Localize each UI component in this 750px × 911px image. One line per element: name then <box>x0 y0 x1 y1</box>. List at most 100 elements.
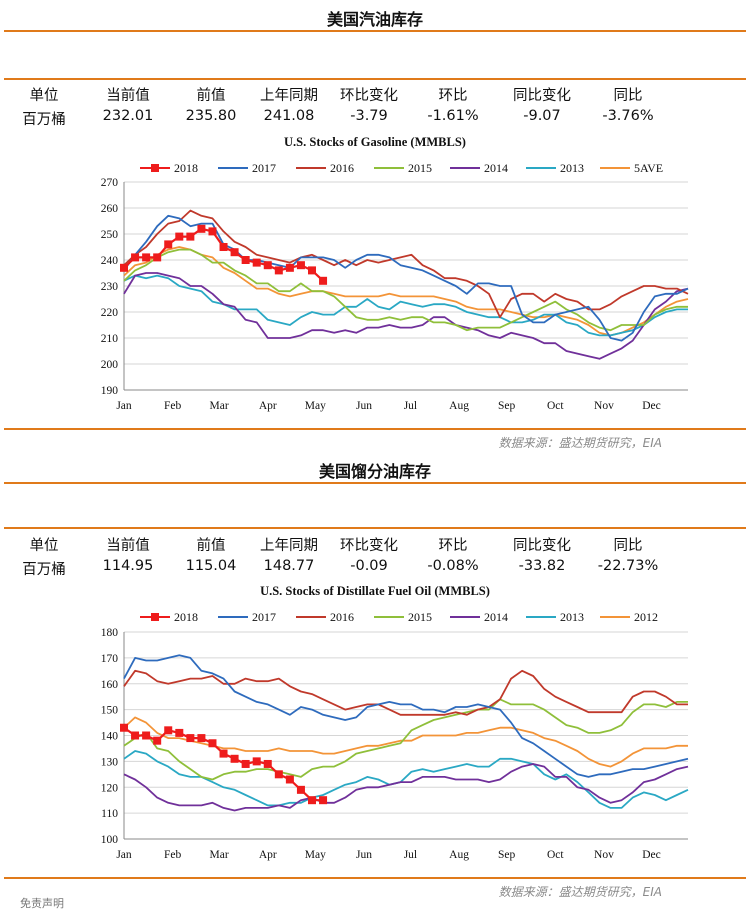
x-tick-label: Jun <box>356 849 372 861</box>
series-line-2014 <box>123 763 689 812</box>
data-point-2018 <box>175 232 184 241</box>
x-tick-label: Sep <box>498 400 516 412</box>
x-tick-label: Nov <box>594 849 614 861</box>
legend-item: 5AVE <box>600 161 663 175</box>
x-tick-label: Mar <box>210 849 229 861</box>
data-point-2018 <box>142 731 151 740</box>
data-point-2018 <box>263 261 272 270</box>
data-point-2018 <box>263 759 272 768</box>
chart-title-gasoline: U.S. Stocks of Gasoline (MMBLS) <box>284 135 466 149</box>
header-wow-change: 环比变化 <box>340 538 398 554</box>
data-point-2018 <box>153 253 162 262</box>
legend-item: 2014 <box>450 161 508 175</box>
data-point-2018 <box>308 796 316 805</box>
table-top-rule <box>4 527 746 529</box>
series-line-2016 <box>123 669 688 716</box>
data-point-2018 <box>186 232 195 241</box>
source-note: 数据来源：盛达期货研究，EIA <box>498 436 662 450</box>
value-last-year: 148.77 <box>263 558 315 574</box>
y-tick-label: 190 <box>101 385 119 397</box>
legend-marker <box>151 164 159 172</box>
legend-label: 2014 <box>484 610 508 624</box>
x-tick-label: Jul <box>404 849 417 861</box>
series-line-2013 <box>123 274 688 337</box>
header-wow-pct: 环比 <box>438 538 468 554</box>
x-tick-label: Apr <box>259 400 277 412</box>
data-point-2018 <box>175 728 184 737</box>
chart-title-distillate: U.S. Stocks of Distillate Fuel Oil (MMBL… <box>260 584 490 598</box>
y-tick-label: 240 <box>101 255 119 267</box>
series-line-2015 <box>123 248 688 332</box>
x-tick-label: Dec <box>642 849 661 861</box>
x-tick-label: Feb <box>164 400 182 412</box>
legend-item: 2014 <box>450 610 508 624</box>
x-tick-label: May <box>305 849 326 861</box>
legend-item: 2016 <box>296 161 354 175</box>
value-wow-pct: -1.61% <box>427 108 479 124</box>
header-current: 当前值 <box>106 88 150 104</box>
chart-bottom-rule <box>4 428 746 430</box>
header-previous: 前值 <box>196 538 226 554</box>
disclaimer-link[interactable]: 免责声明 <box>20 897 64 910</box>
title-underline <box>4 30 746 32</box>
data-point-2018 <box>197 734 206 743</box>
source-note: 数据来源：盛达期货研究，EIA <box>498 885 662 899</box>
x-tick-label: May <box>305 400 326 412</box>
chart-legend: 2018 2017 2016 2015 2014 2013 5AVE <box>140 161 663 175</box>
data-point-2018 <box>208 739 217 748</box>
stats-header-row: 单位 当前值 前值 上年同期 环比变化 环比 同比变化 同比 <box>0 534 750 556</box>
legend-label: 2016 <box>330 610 354 624</box>
legend-item: 2017 <box>218 610 276 624</box>
legend-label: 2018 <box>174 161 198 175</box>
data-point-2018 <box>252 757 261 766</box>
header-current: 当前值 <box>106 538 150 554</box>
distillate-chart: 2018 2017 2016 2015 2014 2013 2012 100 110 120 130… <box>101 610 689 861</box>
data-point-2018 <box>230 754 239 763</box>
header-previous: 前值 <box>196 88 226 104</box>
header-last-year: 上年同期 <box>260 88 318 104</box>
y-tick-label: 260 <box>101 203 119 215</box>
header-yoy-pct: 同比 <box>613 538 643 554</box>
legend-item: 2013 <box>526 610 584 624</box>
x-tick-label: Jan <box>116 849 132 861</box>
value-previous: 115.04 <box>185 558 237 574</box>
series-line-2017 <box>123 654 689 778</box>
data-point-2018 <box>186 734 195 743</box>
x-tick-label: Mar <box>210 400 229 412</box>
legend-label: 2014 <box>484 161 508 175</box>
stats-header-row: 单位 当前值 前值 上年同期 环比变化 环比 同比变化 同比 <box>0 84 750 106</box>
value-yoy-pct: -3.76% <box>602 108 654 124</box>
header-yoy-pct: 同比 <box>613 88 643 104</box>
data-point-2018 <box>252 258 261 267</box>
value-last-year: 241.08 <box>263 108 315 124</box>
y-tick-label: 150 <box>101 705 119 717</box>
legend-item: 2015 <box>374 161 432 175</box>
data-point-2018 <box>120 723 128 732</box>
data-point-2018 <box>208 227 217 236</box>
value-unit: 百万桶 <box>22 562 66 578</box>
data-point-2018 <box>219 749 228 758</box>
data-point-2018 <box>285 263 294 272</box>
data-point-2018 <box>319 276 328 285</box>
legend-label: 2015 <box>408 161 432 175</box>
chart-bottom-rule <box>4 877 746 879</box>
data-point-2018 <box>296 785 305 794</box>
x-tick-label: Nov <box>594 400 614 412</box>
y-tick-label: 130 <box>101 756 119 768</box>
data-point-2018 <box>142 253 151 262</box>
y-tick-label: 220 <box>101 307 119 319</box>
x-tick-label: Aug <box>449 849 469 861</box>
value-yoy-change: -9.07 <box>523 108 561 124</box>
legend-label: 2018 <box>174 610 198 624</box>
legend-item: 2015 <box>374 610 432 624</box>
y-tick-label: 110 <box>101 808 118 820</box>
value-yoy-pct: -22.73% <box>597 558 659 574</box>
legend-label: 2016 <box>330 161 354 175</box>
data-point-2018 <box>197 224 206 233</box>
legend-label: 5AVE <box>634 161 663 175</box>
data-point-2018 <box>230 248 239 257</box>
x-tick-label: Sep <box>498 849 516 861</box>
y-tick-label: 210 <box>101 333 119 345</box>
y-tick-label: 180 <box>101 627 119 639</box>
series-line-2014 <box>123 272 689 360</box>
